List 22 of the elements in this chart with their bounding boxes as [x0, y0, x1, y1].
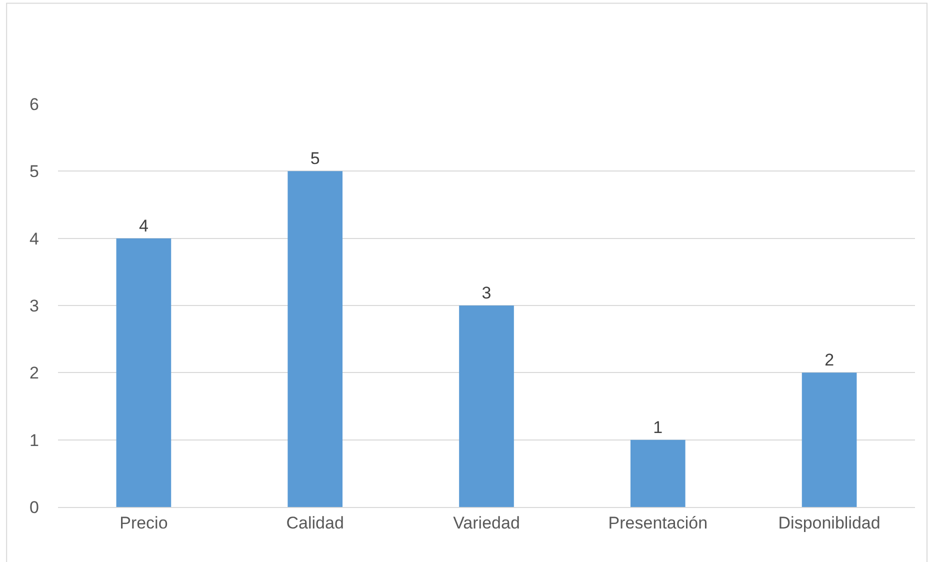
data-label: 3 — [482, 284, 492, 302]
data-label: 1 — [653, 418, 663, 437]
y-tick-label: 6 — [30, 94, 39, 114]
x-tick-label: Calidad — [286, 513, 344, 532]
y-tick-label: 5 — [30, 162, 39, 182]
bar — [802, 372, 857, 507]
x-tick-label: Variedad — [453, 513, 520, 532]
y-tick-label: 0 — [30, 498, 39, 517]
x-tick-label: Precio — [120, 513, 168, 532]
data-label: 5 — [310, 149, 320, 168]
bar — [630, 440, 686, 507]
y-tick-label: 2 — [30, 364, 39, 383]
y-tick-label: 1 — [30, 430, 39, 450]
data-label: 4 — [138, 216, 148, 236]
x-tick-label: Presentación — [608, 513, 708, 532]
bar — [116, 238, 172, 507]
y-tick-label: 3 — [30, 296, 39, 316]
bar — [459, 306, 514, 507]
x-tick-label: Disponiblidad — [778, 513, 880, 532]
y-tick-label: 4 — [30, 229, 39, 248]
data-label: 2 — [824, 350, 834, 370]
bar — [288, 171, 343, 507]
